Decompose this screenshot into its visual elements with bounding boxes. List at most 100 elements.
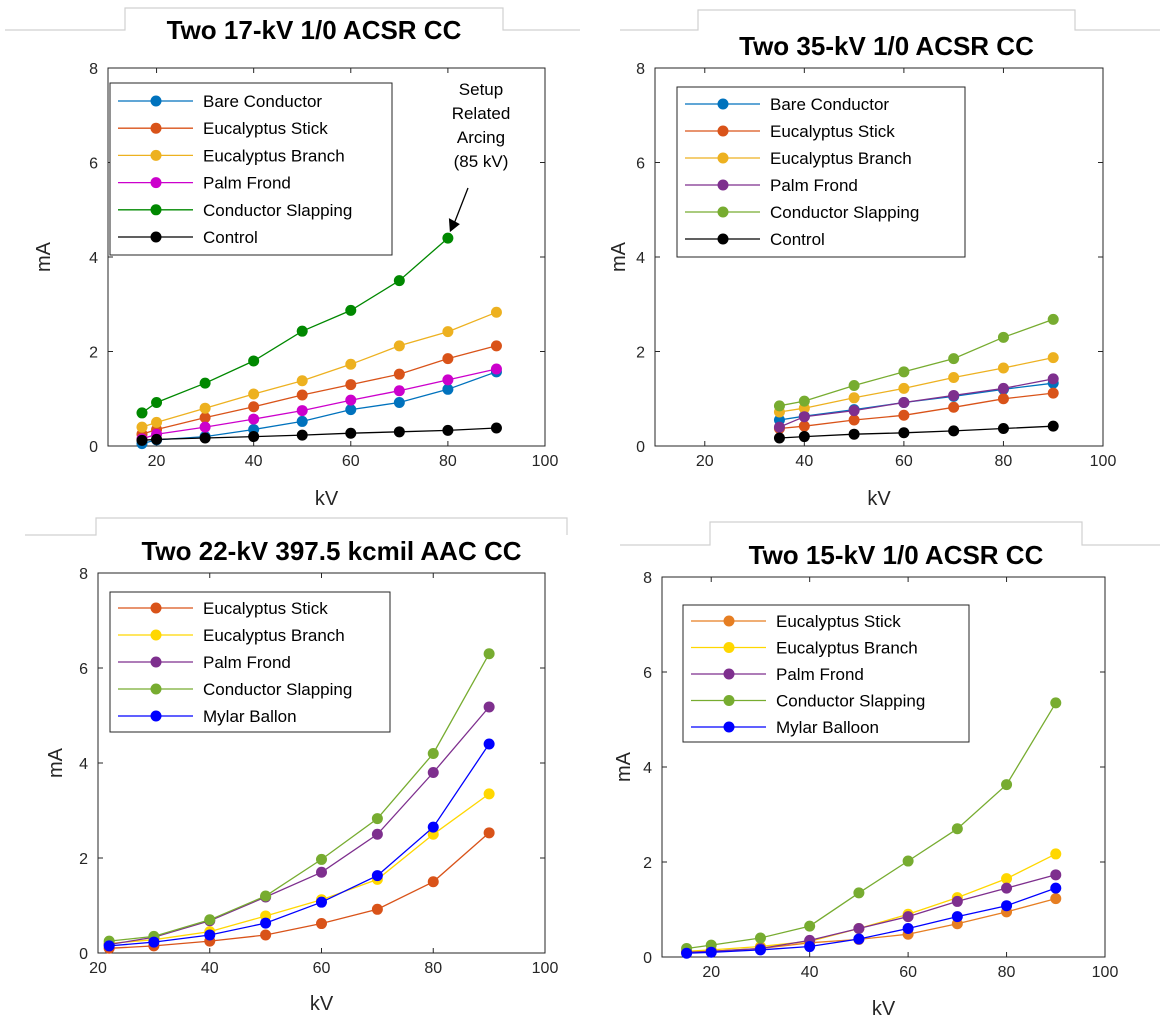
legend-entry: Eucalyptus Branch — [203, 146, 345, 165]
series-line — [109, 793, 490, 945]
legend: Bare Conductor Eucalyptus Stick Eucalyptus… — [109, 82, 393, 256]
data-point — [151, 397, 163, 409]
data-point — [296, 415, 308, 427]
data-point — [1001, 900, 1013, 912]
data-point — [483, 738, 495, 750]
data-point — [248, 401, 260, 413]
chart-title: Two 15-kV 1/0 ACSR CC — [749, 540, 1044, 570]
data-point — [248, 413, 260, 425]
y-tick-label: 8 — [636, 61, 645, 78]
series-line — [109, 832, 490, 949]
data-point — [199, 377, 211, 389]
series-mylar-ballon — [103, 738, 495, 952]
legend-entry: Mylar Balloon — [776, 718, 879, 737]
x-tick-label: 40 — [245, 453, 263, 470]
legend-swatch-marker — [717, 206, 729, 218]
data-point — [948, 389, 960, 401]
x-tick-label: 80 — [439, 453, 457, 470]
y-tick-label: 2 — [643, 855, 652, 872]
y-tick-label: 2 — [89, 345, 98, 362]
data-point — [136, 407, 148, 419]
data-point — [248, 388, 260, 400]
data-point — [902, 923, 914, 934]
y-axis-label: mA — [33, 241, 55, 272]
panel-frame — [620, 9, 1160, 31]
y-tick-label: 2 — [79, 851, 88, 868]
data-point — [442, 353, 454, 365]
x-tick-label: 40 — [201, 960, 219, 977]
data-point — [371, 828, 383, 840]
data-point — [490, 306, 502, 318]
data-point — [798, 411, 810, 423]
y-tick-label: 2 — [636, 345, 645, 362]
y-tick-label: 6 — [636, 156, 645, 173]
data-point — [393, 368, 405, 380]
data-point — [199, 421, 211, 433]
data-point — [248, 355, 260, 367]
x-tick-label: 60 — [899, 964, 917, 981]
chart-title: Two 22-kV 397.5 kcmil AAC CC — [141, 536, 521, 566]
data-point — [951, 911, 963, 923]
x-axis-label: kV — [315, 488, 339, 510]
legend-swatch-marker — [150, 122, 162, 134]
series-line — [109, 743, 490, 947]
data-point — [260, 917, 272, 929]
data-point — [136, 421, 148, 433]
data-point — [248, 431, 260, 443]
y-tick-label: 4 — [636, 250, 645, 267]
data-point — [773, 400, 785, 412]
data-point — [798, 395, 810, 407]
legend-entry: Eucalyptus Branch — [203, 626, 345, 645]
data-point — [345, 394, 357, 406]
x-tick-label: 60 — [895, 453, 913, 470]
data-point — [296, 429, 308, 441]
data-point — [490, 340, 502, 352]
annotation: Setup Related Arcing (85 kV) — [448, 80, 510, 233]
data-point — [316, 918, 327, 930]
data-point — [483, 827, 495, 839]
legend-swatch-marker — [723, 668, 735, 680]
series-control — [773, 420, 1059, 444]
data-point — [316, 866, 327, 878]
y-tick-label: 0 — [79, 946, 88, 963]
data-point — [1001, 779, 1013, 791]
legend-entry: Palm Frond — [203, 653, 291, 672]
annotation-arrow-head — [448, 218, 460, 233]
data-point — [1050, 697, 1062, 709]
data-point — [371, 870, 383, 882]
y-axis-label: mA — [608, 241, 630, 272]
data-point — [898, 409, 910, 421]
data-point — [948, 401, 960, 413]
data-point — [804, 920, 816, 932]
data-point — [853, 923, 865, 934]
data-point — [427, 821, 439, 833]
data-point — [1050, 882, 1062, 894]
panel-frame — [5, 7, 580, 31]
data-point — [371, 813, 383, 825]
series-line — [109, 653, 490, 942]
x-tick-label: 100 — [1092, 964, 1119, 981]
data-point — [773, 421, 785, 433]
data-point — [316, 853, 327, 865]
legend-swatch-marker — [150, 629, 162, 641]
data-point — [948, 371, 960, 383]
x-axis-label: kV — [310, 993, 334, 1015]
panel-frame — [25, 517, 568, 536]
y-tick-label: 0 — [89, 439, 98, 456]
data-point — [199, 432, 211, 444]
legend-entry: Mylar Ballon — [203, 707, 297, 726]
legend-swatch-marker — [150, 149, 162, 161]
data-point — [898, 382, 910, 394]
data-point — [997, 362, 1009, 374]
series-conductor-slapping — [773, 313, 1059, 412]
data-point — [345, 358, 357, 370]
data-point — [393, 385, 405, 397]
legend-entry: Eucalyptus Stick — [203, 599, 328, 618]
legend-entry: Control — [770, 230, 825, 249]
y-tick-label: 6 — [643, 665, 652, 682]
data-point — [773, 432, 785, 444]
x-tick-label: 20 — [696, 453, 714, 470]
y-tick-label: 6 — [89, 156, 98, 173]
data-point — [442, 232, 454, 244]
legend-swatch-marker — [717, 152, 729, 164]
